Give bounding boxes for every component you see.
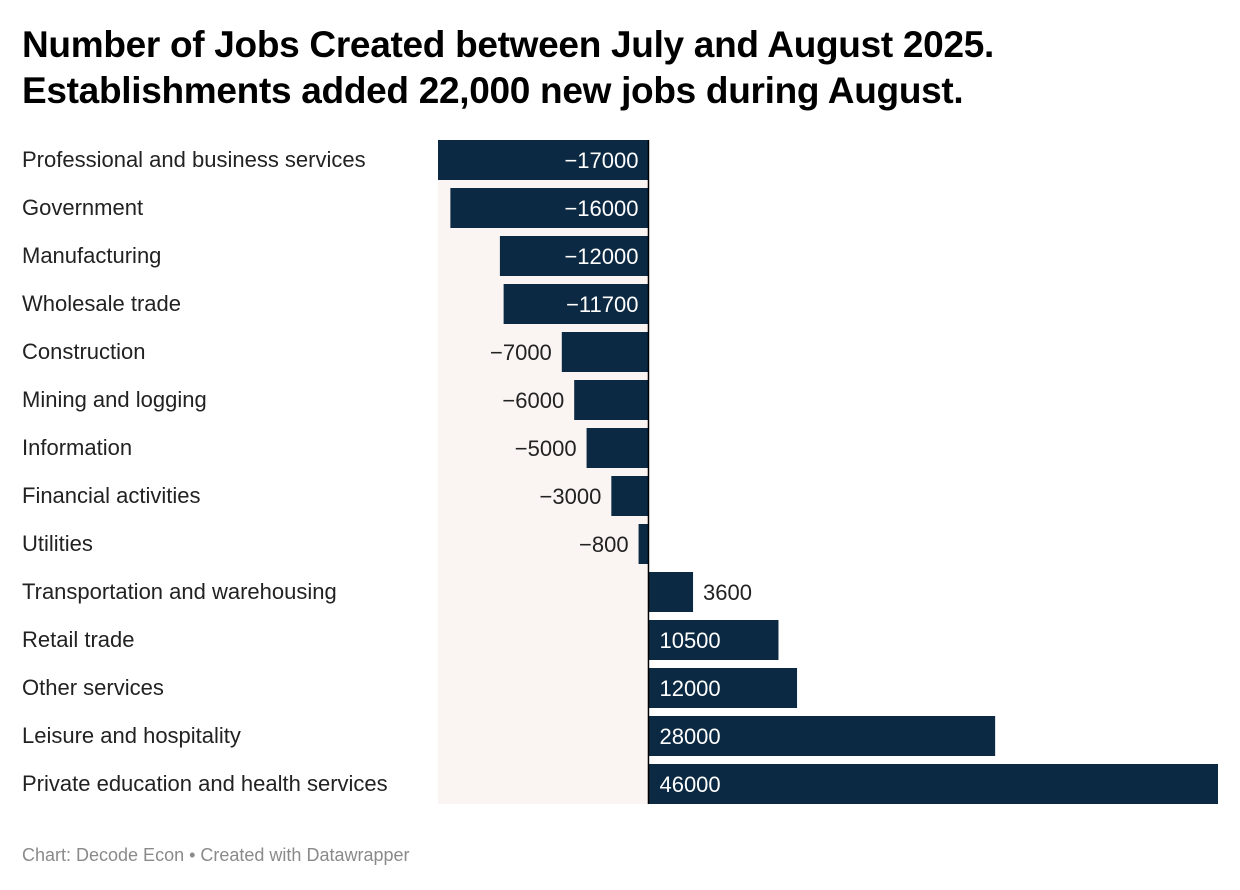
value-label: 3600 bbox=[703, 580, 752, 605]
category-label: Leisure and hospitality bbox=[22, 723, 241, 748]
value-label: −800 bbox=[579, 532, 629, 557]
category-label: Utilities bbox=[22, 531, 93, 556]
value-label: 10500 bbox=[659, 628, 720, 653]
chart-title-line-2: Establishments added 22,000 new jobs dur… bbox=[22, 70, 964, 111]
value-label: −5000 bbox=[515, 436, 577, 461]
value-label: 46000 bbox=[659, 772, 720, 797]
chart-title: Number of Jobs Created between July and … bbox=[22, 22, 994, 114]
bar bbox=[611, 476, 649, 516]
bar bbox=[450, 188, 649, 228]
bar bbox=[648, 620, 779, 660]
value-label: −6000 bbox=[502, 388, 564, 413]
bar bbox=[648, 668, 798, 708]
value-label: −11700 bbox=[566, 292, 638, 317]
bar bbox=[561, 332, 649, 372]
bar bbox=[503, 284, 649, 324]
value-label: −17000 bbox=[564, 148, 638, 173]
category-label: Financial activities bbox=[22, 483, 201, 508]
category-label: Transportation and warehousing bbox=[22, 579, 337, 604]
category-label: Professional and business services bbox=[22, 147, 366, 172]
value-label: 12000 bbox=[659, 676, 720, 701]
category-label: Information bbox=[22, 435, 132, 460]
bar bbox=[648, 764, 1218, 804]
category-label: Private education and health services bbox=[22, 771, 388, 796]
bar bbox=[648, 716, 996, 756]
bar bbox=[638, 524, 649, 564]
bar bbox=[574, 380, 649, 420]
value-label: −3000 bbox=[540, 484, 602, 509]
category-label: Manufacturing bbox=[22, 243, 161, 268]
chart-footer: Chart: Decode Econ • Created with Datawr… bbox=[22, 845, 410, 865]
category-label: Wholesale trade bbox=[22, 291, 181, 316]
category-label: Government bbox=[22, 195, 143, 220]
value-label: −12000 bbox=[564, 244, 638, 269]
bar bbox=[648, 572, 694, 612]
category-label: Other services bbox=[22, 675, 164, 700]
category-label: Mining and logging bbox=[22, 387, 207, 412]
bar bbox=[438, 140, 649, 180]
value-label: −7000 bbox=[490, 340, 552, 365]
category-label: Construction bbox=[22, 339, 146, 364]
value-label: 28000 bbox=[659, 724, 720, 749]
bar bbox=[586, 428, 649, 468]
value-label: −16000 bbox=[564, 196, 638, 221]
bar bbox=[499, 236, 649, 276]
chart-title-line-1: Number of Jobs Created between July and … bbox=[22, 24, 994, 65]
category-label: Retail trade bbox=[22, 627, 135, 652]
